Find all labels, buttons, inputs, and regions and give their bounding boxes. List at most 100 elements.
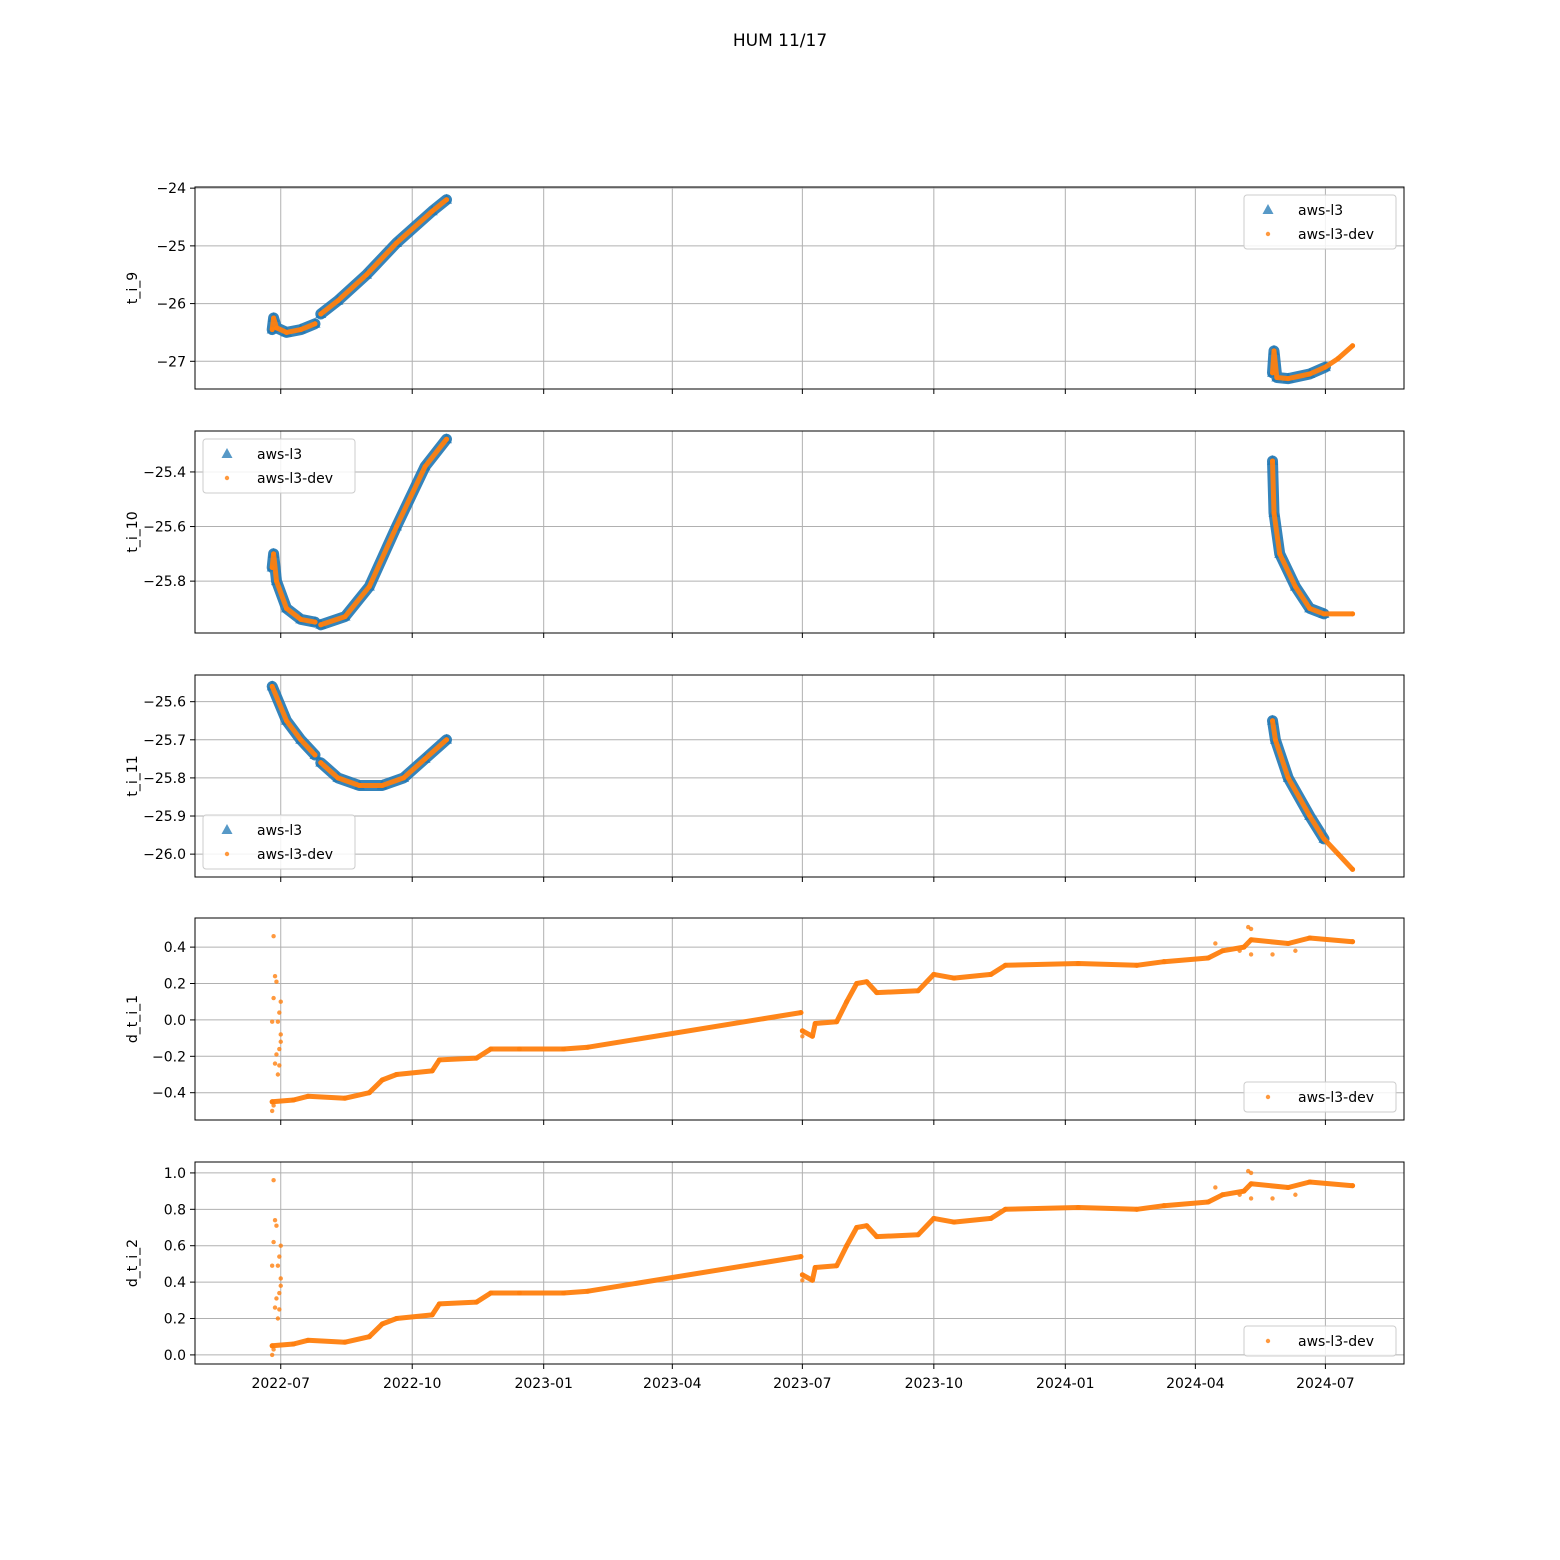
point-dot <box>429 208 435 214</box>
point-dot <box>277 1254 282 1259</box>
point-dot <box>342 1339 348 1345</box>
point-dot <box>1241 944 1247 950</box>
point-dot <box>275 1019 281 1024</box>
legend-marker-dot <box>1265 231 1271 237</box>
series-line-aws-l3-dev <box>269 1010 804 1105</box>
point-dot <box>1205 1199 1211 1205</box>
point-dot <box>394 524 399 530</box>
y-tick-label: −25.8 <box>143 574 186 590</box>
point-dot <box>809 1277 815 1283</box>
axes-frame <box>194 674 1405 878</box>
point-dot <box>874 990 880 996</box>
point-dot <box>1350 343 1356 349</box>
point-dot <box>366 584 372 590</box>
point-dot <box>951 975 957 981</box>
series-aws-l3-dev <box>269 924 1356 1114</box>
point-dot <box>275 1316 281 1321</box>
point-dot <box>273 325 279 331</box>
point-dot <box>1205 955 1211 961</box>
y-tick-label: −25.8 <box>143 771 186 787</box>
point-dot <box>271 995 276 1001</box>
point-dot <box>283 329 289 335</box>
point-dot <box>1307 1179 1313 1185</box>
legend-box <box>1243 194 1397 250</box>
point-dot <box>272 1305 278 1310</box>
point-dot <box>1335 355 1341 361</box>
legend-box <box>1243 1325 1397 1357</box>
point-dot <box>854 981 860 987</box>
series-aws-l3-dev <box>269 1168 1356 1358</box>
point-dot <box>931 971 937 977</box>
subplot-t-i-11: −26.0−25.9−25.8−25.7−25.6t_i_11aws-l3aws… <box>125 674 1405 882</box>
point-dot <box>915 988 921 994</box>
point-dot <box>988 1215 994 1221</box>
point-dot <box>1161 1203 1167 1209</box>
series-line-aws-l3-dev <box>269 1254 804 1349</box>
point-dot <box>275 1072 281 1077</box>
point-dot <box>474 1299 480 1305</box>
point-dot <box>798 1010 804 1016</box>
point-dot <box>1274 374 1280 380</box>
point-dot <box>429 1312 435 1318</box>
point-dot <box>1350 939 1356 945</box>
point-dot <box>874 1234 880 1240</box>
legend-label: aws-l3-dev <box>1298 1090 1374 1106</box>
point-dot <box>318 311 324 317</box>
point-dot <box>444 197 450 203</box>
legend-label: aws-l3 <box>257 823 302 839</box>
point-dot <box>1293 1192 1298 1197</box>
legend: aws-l3 aws-l3-dev <box>202 814 356 870</box>
point-dot <box>1248 1181 1254 1187</box>
legend-label: aws-l3 <box>1298 203 1343 219</box>
y-tick-label: −25.4 <box>143 465 186 481</box>
x-tick-label: 2024-07 <box>1296 1376 1355 1392</box>
point-dot <box>1270 370 1276 376</box>
point-dot <box>269 1343 275 1349</box>
legend-marker-triangle <box>221 448 233 458</box>
point-dot <box>379 1321 385 1327</box>
point-dot <box>274 1223 279 1228</box>
series-line-aws-l3-dev <box>799 935 1356 1039</box>
series-aws-l3-dev <box>269 197 1356 382</box>
legend-marker-dot <box>1265 1094 1271 1100</box>
point-dot <box>516 1046 522 1052</box>
plot-area <box>266 680 1356 872</box>
y-tick-label: 0.2 <box>164 977 186 993</box>
point-dot <box>1248 937 1254 943</box>
point-dot <box>1002 962 1008 968</box>
plot-area <box>269 1168 1356 1358</box>
point-dot <box>1293 948 1298 953</box>
point-dot <box>988 971 994 977</box>
point-dot <box>1213 941 1218 946</box>
subplot-d-t-i-2: 0.0 0.2 0.4 0.6 0.8 1.0 2022-07 2022-10 2023-01 2… <box>125 1161 1405 1392</box>
x-tick-label: 2023-04 <box>643 1376 702 1392</box>
axes-frame <box>194 430 1405 634</box>
point-dot <box>1248 952 1254 957</box>
point-dot <box>269 1108 275 1114</box>
point-dot <box>271 315 277 321</box>
legend-box <box>202 438 356 494</box>
point-dot <box>269 564 275 570</box>
point-dot <box>1292 584 1298 590</box>
point-dot <box>844 999 850 1005</box>
point-dot <box>1248 926 1254 932</box>
point-dot <box>1307 371 1313 377</box>
x-tick-label: 2023-10 <box>905 1376 964 1392</box>
point-dot <box>1322 364 1328 370</box>
point-dot <box>1075 960 1081 966</box>
point-dot <box>429 1068 435 1074</box>
point-dot <box>488 1290 494 1296</box>
series-line-aws-l3-dev <box>318 436 449 628</box>
legend-label: aws-l3-dev <box>257 471 333 487</box>
point-dot <box>1285 376 1291 382</box>
y-tick-label: 0.6 <box>164 1239 186 1255</box>
legend: aws-l3 aws-l3-dev <box>202 438 356 494</box>
point-dot <box>800 1034 805 1039</box>
point-dot <box>269 327 275 333</box>
point-dot <box>1285 775 1291 781</box>
point-dot <box>951 1219 957 1225</box>
point-dot <box>1213 1185 1218 1190</box>
series-line-aws-l3-dev <box>318 197 449 317</box>
point-dot <box>298 737 304 743</box>
point-dot <box>277 1010 282 1015</box>
